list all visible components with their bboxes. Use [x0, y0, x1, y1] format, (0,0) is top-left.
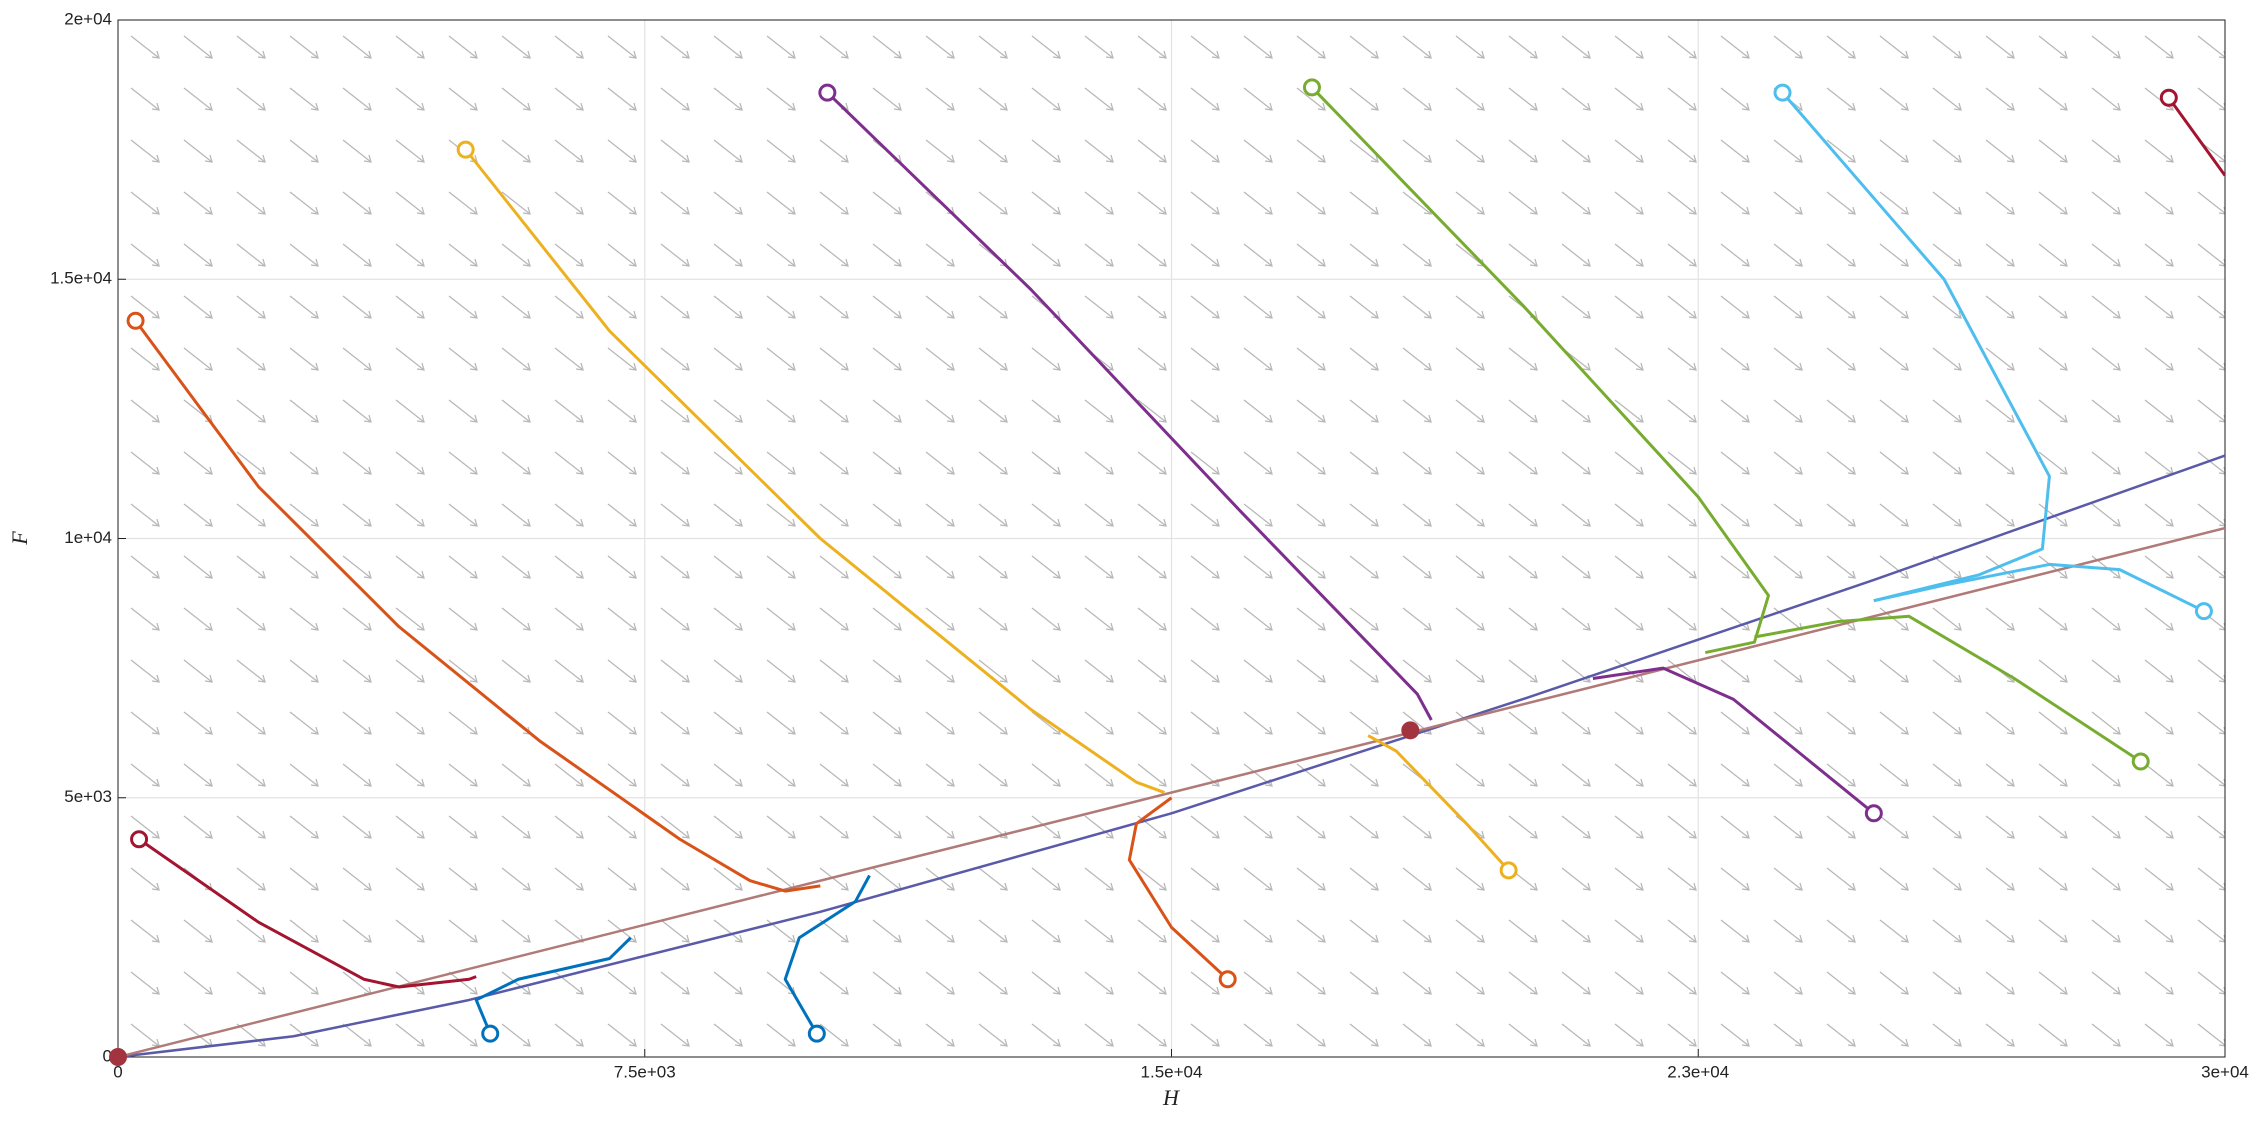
- nullcline: [118, 526, 2225, 1057]
- start-point: [1218, 970, 1237, 989]
- start-point: [1499, 861, 1518, 880]
- y-tick-label: 2e+04: [64, 9, 112, 28]
- start-point: [126, 311, 145, 330]
- trajectory: [2167, 96, 2225, 177]
- trajectory: [134, 319, 821, 893]
- y-axis-label: F: [7, 531, 32, 546]
- trajectory: [1781, 91, 2051, 603]
- trajectory: [138, 837, 477, 989]
- trajectory: [1310, 86, 1770, 655]
- x-tick-label: 2.3e+04: [1667, 1062, 1729, 1081]
- trajectory: [1367, 734, 1510, 872]
- start-point: [1864, 804, 1883, 823]
- start-point: [2131, 752, 2150, 771]
- nullcline: [118, 454, 2225, 1057]
- y-tick-label: 1.5e+04: [50, 269, 112, 288]
- equilibrium: [109, 1048, 127, 1066]
- equilibrium: [1401, 721, 1420, 740]
- trajectory: [464, 148, 1165, 794]
- x-tick-label: 0: [113, 1062, 122, 1081]
- start-point: [1773, 83, 1792, 102]
- trajectory: [826, 91, 1433, 721]
- x-tick-label: 3e+04: [2201, 1062, 2249, 1081]
- start-point: [2194, 602, 2213, 621]
- start-point: [481, 1024, 500, 1043]
- axes-frame: [117, 19, 2226, 1058]
- trajectory: [1592, 666, 1875, 815]
- x-axis-label: H: [1162, 1085, 1180, 1110]
- trajectory: [1754, 614, 2142, 763]
- start-point: [456, 140, 475, 159]
- start-point: [130, 830, 149, 849]
- y-tick-label: 5e+03: [64, 787, 112, 806]
- y-tick-label: 0: [103, 1046, 112, 1065]
- plot-area: [118, 86, 2225, 1057]
- start-point: [2159, 88, 2178, 107]
- x-tick-label: 1.5e+04: [1141, 1062, 1203, 1081]
- start-point: [818, 83, 837, 102]
- start-point: [807, 1024, 826, 1043]
- trajectory: [1873, 562, 2205, 613]
- trajectory: [1127, 796, 1229, 981]
- trajectory: [474, 936, 632, 1035]
- y-tick-label: 1e+04: [64, 528, 112, 547]
- x-tick-label: 7.5e+03: [614, 1062, 676, 1081]
- start-point: [1302, 78, 1321, 97]
- trajectory: [783, 874, 871, 1035]
